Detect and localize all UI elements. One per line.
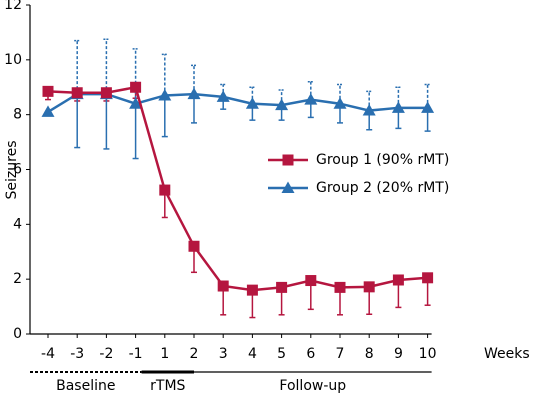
data-point: [41, 105, 55, 117]
data-point: [100, 87, 112, 99]
y-tick-label: 2: [13, 271, 22, 287]
x-tick-label: 8: [365, 346, 374, 362]
data-point: [246, 284, 258, 296]
data-point: [188, 240, 200, 252]
data-point: [363, 281, 375, 293]
data-point: [334, 281, 346, 293]
x-tick-label: 7: [336, 346, 345, 362]
x-tick-label: -3: [70, 346, 84, 362]
y-tick-label: 4: [13, 216, 22, 232]
x-tick-label: 4: [248, 346, 257, 362]
x-tick-label: -2: [99, 346, 113, 362]
data-point: [422, 272, 434, 284]
data-point: [130, 81, 142, 93]
data-point: [391, 101, 405, 113]
y-tick-label: 6: [13, 162, 22, 178]
x-axis-label: Weeks: [484, 346, 530, 362]
x-tick-label: 10: [419, 346, 437, 362]
y-axis-label: Seizures: [4, 141, 20, 200]
phase-label: Baseline: [56, 378, 115, 394]
legend-label: Group 1 (90% rMT): [316, 152, 449, 168]
data-point: [275, 98, 289, 111]
data-point: [159, 184, 171, 196]
x-tick-label: 6: [306, 346, 315, 362]
data-point: [129, 97, 143, 109]
data-point: [362, 104, 376, 116]
x-tick-label: 5: [277, 346, 286, 362]
y-tick-label: 8: [13, 107, 22, 123]
data-point: [305, 275, 317, 287]
data-point: [245, 97, 259, 109]
x-tick-label: -4: [41, 346, 55, 362]
data-point: [187, 87, 201, 100]
legend-marker: [281, 181, 295, 193]
x-tick-label: 9: [394, 346, 403, 362]
data-point: [217, 280, 229, 292]
y-tick-label: 12: [4, 0, 22, 13]
x-tick-label: 1: [160, 346, 169, 362]
legend-label: Group 2 (20% rMT): [316, 180, 449, 196]
data-point: [71, 87, 83, 99]
y-tick-label: 10: [4, 52, 22, 68]
x-tick-label: -1: [129, 346, 143, 362]
y-tick-label: 0: [13, 326, 22, 342]
x-tick-label: 3: [219, 346, 228, 362]
legend-marker: [282, 154, 294, 166]
phase-label: rTMS: [150, 378, 185, 394]
x-tick-label: 2: [190, 346, 199, 362]
data-point: [392, 274, 404, 286]
data-point: [42, 85, 54, 97]
data-point: [158, 88, 172, 101]
data-point: [333, 97, 347, 109]
data-point: [304, 93, 318, 105]
phase-label: Follow-up: [279, 378, 346, 394]
data-point: [276, 281, 288, 293]
data-point: [421, 101, 435, 113]
data-point: [216, 90, 230, 102]
